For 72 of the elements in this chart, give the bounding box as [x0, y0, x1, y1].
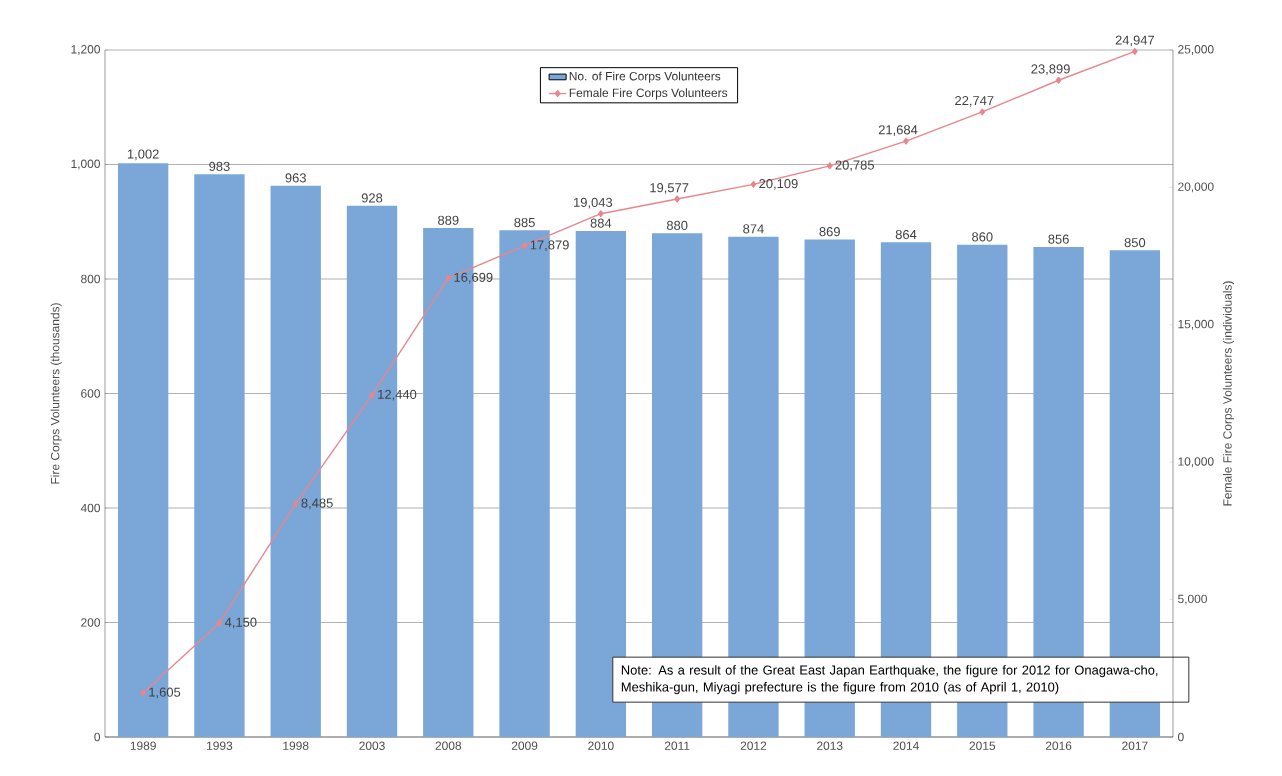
y-tick-label: 0 — [94, 732, 101, 742]
x-tick-label: 1989 — [130, 741, 156, 750]
y-tick-label: 200 — [81, 618, 101, 627]
annotation: Note: As a result of the Great East Japan Earthquake, the figure for 2012 for Onagawa-cho, Meshika-gun, Miyagi prefecture is the figure from 2010 (as of April 1, 2010) — [621, 665, 1158, 695]
y-axis-title: Fire Corps Volunteers (thousands) — [50, 303, 62, 484]
y-tick-label: 600 — [81, 389, 101, 398]
x-tick-label: 1993 — [207, 741, 233, 750]
point — [903, 137, 909, 145]
point — [1132, 47, 1138, 55]
data-label: 20,785 — [835, 160, 874, 172]
point — [216, 619, 223, 627]
point — [292, 500, 299, 508]
x-tick-label: 2011 — [664, 741, 690, 750]
x-tick-label: 2016 — [1045, 741, 1072, 750]
y-tick-label: 800 — [81, 274, 101, 284]
x-tick-label: 1998 — [283, 741, 309, 750]
point — [979, 108, 986, 116]
y2-tick-label: 10,000 — [1178, 457, 1214, 468]
x-tick-label: 2008 — [435, 741, 462, 750]
data-label: 23,899 — [1031, 64, 1070, 76]
x-tick-label: 2015 — [969, 741, 996, 750]
y2-tick-label: 0 — [1178, 732, 1184, 742]
data-label: 963 — [285, 173, 306, 183]
x-tick-label: 2009 — [511, 741, 538, 750]
y2-tick-label: 25,000 — [1178, 45, 1214, 55]
data-label: 850 — [1124, 238, 1146, 248]
x-tick-label: 2013 — [817, 741, 843, 750]
y-tick-label: 1,000 — [71, 159, 101, 170]
y-tick-label: 1,200 — [71, 45, 101, 55]
x-tick-label: 2017 — [1122, 741, 1148, 750]
data-label: 4,150 — [224, 617, 257, 629]
point — [826, 162, 833, 170]
data-label: 12,440 — [378, 389, 417, 401]
x-tick-label: 2012 — [740, 741, 767, 750]
data-label: 19,577 — [650, 183, 689, 194]
y-tick-label: 400 — [80, 503, 101, 513]
x-tick-label: 2014 — [893, 741, 919, 750]
data-label: 17,879 — [530, 240, 569, 252]
point — [140, 689, 146, 697]
data-label: 20,109 — [759, 179, 798, 190]
y2-tick-label: 20,000 — [1178, 182, 1214, 193]
data-label: 869 — [819, 227, 840, 237]
data-label: 885 — [514, 217, 535, 228]
data-label: 24,947 — [1115, 35, 1155, 47]
data-label: 874 — [743, 224, 764, 234]
data-label: 889 — [438, 215, 459, 225]
legend-label: No. of Fire Corps Volunteers — [569, 71, 721, 83]
data-label: 860 — [972, 232, 993, 242]
x-tick-label: 2010 — [588, 741, 614, 750]
point — [445, 274, 452, 282]
data-label: 21,684 — [878, 125, 918, 136]
data-label: 1,002 — [127, 149, 159, 161]
data-label: 22,747 — [955, 96, 994, 107]
legend-label: Female Fire Corps Volunteers — [569, 88, 728, 100]
y2-axis-title: Female Fire Corps Volunteers (individuals) — [1222, 281, 1235, 506]
point — [750, 180, 757, 188]
data-label: 864 — [895, 229, 917, 240]
point — [521, 242, 528, 250]
data-label: 19,043 — [574, 197, 613, 209]
point — [369, 391, 375, 399]
data-label: 856 — [1048, 234, 1069, 244]
point — [598, 210, 604, 218]
data-label: 880 — [666, 220, 688, 230]
data-label: 884 — [590, 218, 612, 228]
point — [674, 195, 680, 203]
data-label: 983 — [209, 161, 230, 172]
y2-tick-label: 15,000 — [1178, 319, 1214, 330]
x-tick-label: 2003 — [359, 741, 385, 750]
data-label: 928 — [361, 193, 383, 203]
point — [1055, 76, 1062, 84]
y2-tick-label: 5,000 — [1178, 594, 1207, 605]
data-label: 16,699 — [454, 272, 493, 284]
